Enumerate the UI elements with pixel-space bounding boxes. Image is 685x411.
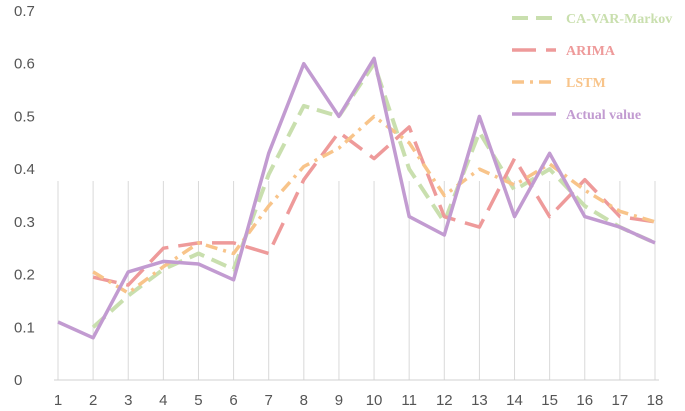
y-tick-label: 0.7	[14, 3, 35, 20]
x-tick-label: 5	[194, 392, 202, 409]
series-line-lstm	[92, 114, 656, 295]
x-tick-label: 7	[265, 392, 273, 409]
legend: CA-VAR-Markov ARIMA LSTM Actual value	[512, 12, 672, 123]
y-tick-label: 0.3	[14, 214, 35, 231]
legend-label: CA-VAR-Markov	[566, 12, 672, 27]
y-tick-label: 0	[14, 372, 22, 389]
x-tick-label: 4	[159, 392, 167, 409]
legend-label: Actual value	[566, 108, 641, 123]
y-tick-label: 0.2	[14, 267, 35, 284]
x-tick-label: 13	[471, 392, 488, 409]
x-tick-label: 11	[401, 392, 417, 409]
series-lines	[57, 56, 656, 340]
y-tick-label: 0.5	[14, 108, 35, 125]
x-tick-label: 10	[366, 392, 383, 409]
x-tick-label: 16	[576, 392, 593, 409]
x-tick-label: 8	[300, 392, 308, 409]
x-tick-label: 3	[124, 392, 132, 409]
x-tick-label: 1	[54, 392, 62, 409]
y-tick-label: 0.6	[14, 56, 35, 73]
x-tick-label: 15	[541, 392, 558, 409]
x-tick-label: 18	[647, 392, 664, 409]
x-axis-tick-labels: 1 2 3 4 5 6 7 8 9 10 11 12 13 14 15 16 17 18	[54, 392, 664, 409]
y-tick-label: 0.1	[14, 319, 35, 336]
x-tick-label: 17	[612, 392, 629, 409]
x-tick-label: 14	[506, 392, 523, 409]
x-tick-label: 6	[229, 392, 237, 409]
legend-label: LSTM	[566, 76, 606, 91]
x-tick-label: 9	[335, 392, 343, 409]
legend-label: ARIMA	[566, 44, 616, 59]
y-axis-tick-labels: 0 0.1 0.2 0.3 0.4 0.5 0.6 0.7	[14, 3, 35, 389]
y-tick-label: 0.4	[14, 161, 35, 178]
x-tick-label: 12	[436, 392, 453, 409]
x-tick-label: 2	[89, 392, 97, 409]
series-line-arima	[92, 125, 656, 287]
series-line-actual-value	[57, 56, 656, 340]
